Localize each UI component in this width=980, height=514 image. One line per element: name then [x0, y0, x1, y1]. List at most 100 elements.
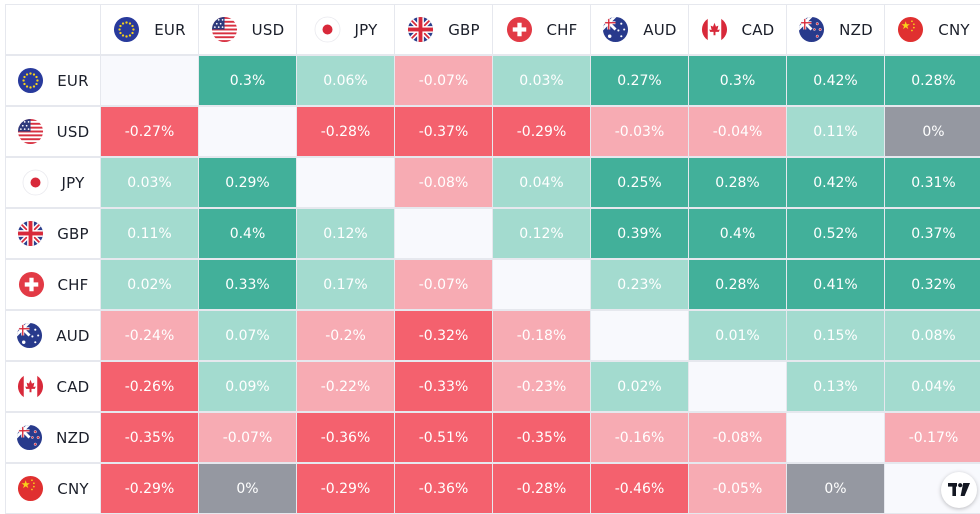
heatmap-cell-jpy-aud[interactable]: 0.25% [591, 158, 688, 207]
heatmap-cell-chf-cny[interactable]: 0.32% [885, 260, 980, 309]
heatmap-cell-jpy-usd[interactable]: 0.29% [199, 158, 296, 207]
heatmap-cell-aud-cny[interactable]: 0.08% [885, 311, 980, 360]
heatmap-cell-aud-cad[interactable]: 0.01% [689, 311, 786, 360]
heatmap-cell-usd-nzd[interactable]: 0.11% [787, 107, 884, 156]
heatmap-cell-cad-eur[interactable]: -0.26% [101, 362, 198, 411]
heatmap-cell-jpy-cad[interactable]: 0.28% [689, 158, 786, 207]
heatmap-cell-gbp-aud[interactable]: 0.39% [591, 209, 688, 258]
heatmap-cell-jpy-cny[interactable]: 0.31% [885, 158, 980, 207]
cell-value: 0.02% [617, 379, 661, 395]
heatmap-cell-nzd-eur[interactable]: -0.35% [101, 413, 198, 462]
heatmap-cell-cad-nzd[interactable]: 0.13% [787, 362, 884, 411]
row-header-usd[interactable]: USD [6, 107, 100, 156]
cell-value: 0.11% [813, 124, 857, 140]
heatmap-cell-cad-cny[interactable]: 0.04% [885, 362, 980, 411]
heatmap-cell-gbp-cad[interactable]: 0.4% [689, 209, 786, 258]
currency-code: JPY [355, 21, 378, 39]
heatmap-cell-cny-gbp[interactable]: -0.36% [395, 464, 492, 513]
heatmap-cell-gbp-cny[interactable]: 0.37% [885, 209, 980, 258]
heatmap-cell-nzd-gbp[interactable]: -0.51% [395, 413, 492, 462]
heatmap-cell-jpy-nzd[interactable]: 0.42% [787, 158, 884, 207]
heatmap-cell-aud-jpy[interactable]: -0.2% [297, 311, 394, 360]
row-header-chf[interactable]: CHF [6, 260, 100, 309]
column-header-cny[interactable]: CNY [885, 5, 980, 54]
heatmap-cell-aud-gbp[interactable]: -0.32% [395, 311, 492, 360]
heatmap-cell-chf-nzd[interactable]: 0.41% [787, 260, 884, 309]
heatmap-cell-nzd-cad[interactable]: -0.08% [689, 413, 786, 462]
column-header-aud[interactable]: AUD [591, 5, 688, 54]
heatmap-cell-usd-chf[interactable]: -0.29% [493, 107, 590, 156]
heatmap-cell-cny-chf[interactable]: -0.28% [493, 464, 590, 513]
column-header-gbp[interactable]: GBP [395, 5, 492, 54]
heatmap-cell-eur-gbp[interactable]: -0.07% [395, 56, 492, 105]
heatmap-cell-aud-chf[interactable]: -0.18% [493, 311, 590, 360]
heatmap-cell-eur-cny[interactable]: 0.28% [885, 56, 980, 105]
heatmap-cell-nzd-jpy[interactable]: -0.36% [297, 413, 394, 462]
cell-value: 0.3% [230, 73, 266, 89]
heatmap-cell-aud-eur[interactable]: -0.24% [101, 311, 198, 360]
heatmap-cell-cad-gbp[interactable]: -0.33% [395, 362, 492, 411]
row-header-aud[interactable]: AUD [6, 311, 100, 360]
heatmap-cell-usd-cny[interactable]: 0% [885, 107, 980, 156]
heatmap-cell-eur-chf[interactable]: 0.03% [493, 56, 590, 105]
heatmap-cell-usd-eur[interactable]: -0.27% [101, 107, 198, 156]
heatmap-cell-chf-usd[interactable]: 0.33% [199, 260, 296, 309]
heatmap-cell-usd-cad[interactable]: -0.04% [689, 107, 786, 156]
heatmap-cell-nzd-chf[interactable]: -0.35% [493, 413, 590, 462]
column-header-chf[interactable]: CHF [493, 5, 590, 54]
row-header-cny[interactable]: CNY [6, 464, 100, 513]
heatmap-cell-aud-usd[interactable]: 0.07% [199, 311, 296, 360]
heatmap-cell-cny-aud[interactable]: -0.46% [591, 464, 688, 513]
heatmap-cell-gbp-usd[interactable]: 0.4% [199, 209, 296, 258]
heatmap-cell-eur-eur [101, 56, 198, 105]
column-header-usd[interactable]: USD [199, 5, 296, 54]
heatmap-cell-usd-gbp[interactable]: -0.37% [395, 107, 492, 156]
heatmap-cell-usd-aud[interactable]: -0.03% [591, 107, 688, 156]
heatmap-cell-chf-eur[interactable]: 0.02% [101, 260, 198, 309]
heatmap-cell-jpy-gbp[interactable]: -0.08% [395, 158, 492, 207]
row-header-cad[interactable]: CAD [6, 362, 100, 411]
column-header-cad[interactable]: CAD [689, 5, 786, 54]
heatmap-cell-chf-cad[interactable]: 0.28% [689, 260, 786, 309]
row-header-jpy[interactable]: JPY [6, 158, 100, 207]
heatmap-cell-jpy-chf[interactable]: 0.04% [493, 158, 590, 207]
heatmap-cell-chf-gbp[interactable]: -0.07% [395, 260, 492, 309]
heatmap-cell-chf-aud[interactable]: 0.23% [591, 260, 688, 309]
column-header-nzd[interactable]: NZD [787, 5, 884, 54]
heatmap-cell-cad-aud[interactable]: 0.02% [591, 362, 688, 411]
heatmap-cell-aud-nzd[interactable]: 0.15% [787, 311, 884, 360]
heatmap-cell-jpy-eur[interactable]: 0.03% [101, 158, 198, 207]
column-header-eur[interactable]: EUR [101, 5, 198, 54]
heatmap-cell-nzd-usd[interactable]: -0.07% [199, 413, 296, 462]
gb-flag-icon [17, 220, 44, 247]
cell-value: -0.32% [419, 328, 469, 344]
cell-value: 0.08% [911, 328, 955, 344]
heatmap-cell-cad-chf[interactable]: -0.23% [493, 362, 590, 411]
heatmap-cell-nzd-aud[interactable]: -0.16% [591, 413, 688, 462]
heatmap-cell-eur-nzd[interactable]: 0.42% [787, 56, 884, 105]
cell-value: -0.18% [517, 328, 567, 344]
heatmap-cell-gbp-nzd[interactable]: 0.52% [787, 209, 884, 258]
heatmap-cell-gbp-jpy[interactable]: 0.12% [297, 209, 394, 258]
heatmap-cell-gbp-chf[interactable]: 0.12% [493, 209, 590, 258]
heatmap-cell-cny-nzd[interactable]: 0% [787, 464, 884, 513]
row-header-nzd[interactable]: NZD [6, 413, 100, 462]
heatmap-cell-eur-aud[interactable]: 0.27% [591, 56, 688, 105]
heatmap-cell-cny-cad[interactable]: -0.05% [689, 464, 786, 513]
heatmap-cell-cad-jpy[interactable]: -0.22% [297, 362, 394, 411]
row-header-gbp[interactable]: GBP [6, 209, 100, 258]
heatmap-cell-cny-jpy[interactable]: -0.29% [297, 464, 394, 513]
heatmap-cell-eur-cad[interactable]: 0.3% [689, 56, 786, 105]
heatmap-cell-gbp-eur[interactable]: 0.11% [101, 209, 198, 258]
heatmap-cell-chf-jpy[interactable]: 0.17% [297, 260, 394, 309]
heatmap-cell-nzd-cny[interactable]: -0.17% [885, 413, 980, 462]
heatmap-cell-eur-usd[interactable]: 0.3% [199, 56, 296, 105]
heatmap-cell-cny-usd[interactable]: 0% [199, 464, 296, 513]
heatmap-cell-cad-usd[interactable]: 0.09% [199, 362, 296, 411]
heatmap-cell-cny-eur[interactable]: -0.29% [101, 464, 198, 513]
tradingview-logo-icon[interactable] [941, 472, 977, 508]
row-header-eur[interactable]: EUR [6, 56, 100, 105]
heatmap-cell-usd-jpy[interactable]: -0.28% [297, 107, 394, 156]
column-header-jpy[interactable]: JPY [297, 5, 394, 54]
heatmap-cell-eur-jpy[interactable]: 0.06% [297, 56, 394, 105]
